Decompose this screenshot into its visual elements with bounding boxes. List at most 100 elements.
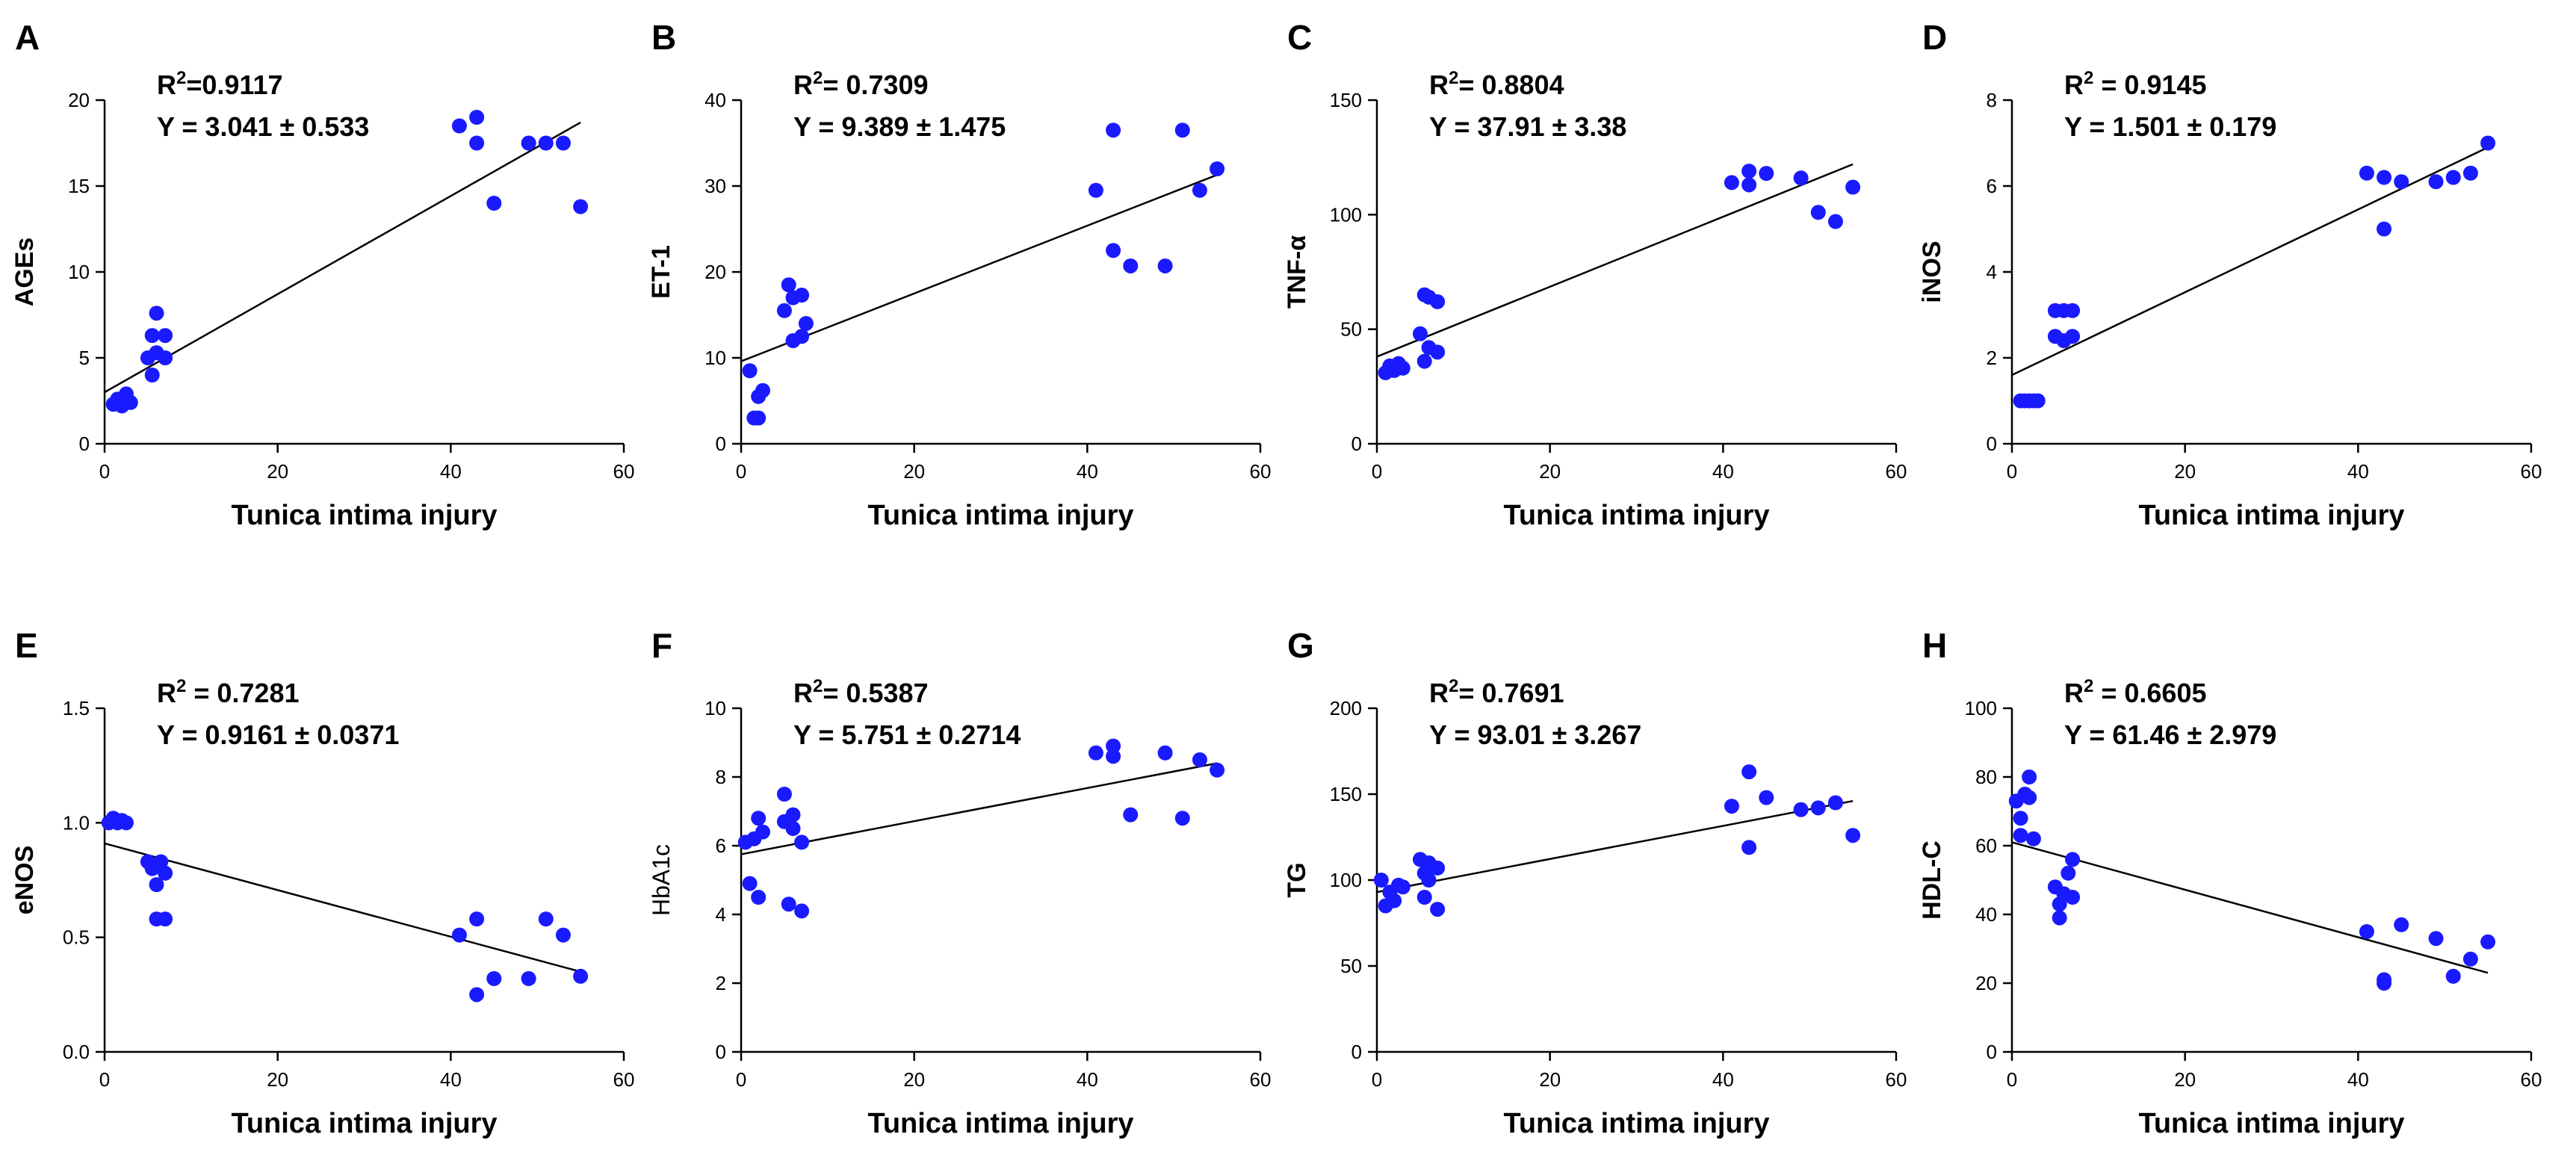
data-point <box>1810 205 1826 220</box>
x-axis-label: Tunica intima injury <box>867 1108 1133 1139</box>
data-point <box>158 350 173 365</box>
data-point <box>1793 170 1809 186</box>
chart-panel-h: H 0 20 40 60 0 20 40 60 80 100 Tunica intima injury… <box>1918 626 2542 1139</box>
data-point <box>2480 934 2496 950</box>
data-point <box>794 288 810 303</box>
data-point <box>149 306 164 321</box>
data-point <box>1210 762 1225 778</box>
data-point <box>2359 924 2374 939</box>
data-point <box>1123 258 1139 273</box>
data-point <box>781 277 796 293</box>
y-tick-label: 0.5 <box>63 926 90 949</box>
y-tick-label: 8 <box>716 766 726 788</box>
y-tick-label: 10 <box>705 697 726 719</box>
x-tick-label: 40 <box>2347 460 2369 483</box>
y-tick-label: 4 <box>716 903 726 926</box>
y-tick-label: 2 <box>716 972 726 994</box>
data-point <box>2013 828 2028 843</box>
panel-letter: G <box>1287 626 1314 665</box>
data-point <box>2462 951 2478 967</box>
x-tick-label: 0 <box>736 460 746 483</box>
data-point <box>751 890 767 905</box>
chart-panel-b: B 0 20 40 60 0 10 20 30 40 Tunica intima injury ET-… <box>647 18 1271 531</box>
y-tick-label: 8 <box>1987 89 1997 111</box>
equation-annotation: Y = 0.9161 ± 0.0371 <box>157 719 399 750</box>
y-tick-label: 0 <box>716 1041 726 1063</box>
data-point <box>1106 749 1121 764</box>
x-axis-label: Tunica intima injury <box>231 1108 497 1139</box>
data-point <box>555 135 571 151</box>
x-tick-label: 20 <box>267 1068 288 1091</box>
data-point <box>1387 893 1402 908</box>
data-point <box>521 135 536 151</box>
y-tick-label: 1.5 <box>63 697 90 719</box>
y-tick-label: 6 <box>1987 175 1997 197</box>
data-point <box>1106 243 1121 258</box>
chart-panel-f: F 0 20 40 60 0 2 4 6 8 10 Tunica intima injury HbA1c… <box>648 626 1271 1139</box>
r-squared-annotation: R2= 0.5387 <box>793 676 929 708</box>
x-axis-label: Tunica intima injury <box>867 500 1133 531</box>
equation-annotation: Y = 37.91 ± 3.38 <box>1429 111 1626 142</box>
x-axis-label: Tunica intima injury <box>231 500 497 531</box>
x-tick-label: 60 <box>613 1068 635 1091</box>
y-tick-label: 0 <box>1352 1041 1362 1063</box>
x-tick-label: 0 <box>736 1068 746 1091</box>
y-tick-label: 150 <box>1330 783 1362 805</box>
data-point <box>2065 890 2081 905</box>
panel-letter: B <box>651 18 676 57</box>
data-point <box>1421 873 1437 888</box>
y-tick-label: 0.0 <box>63 1041 90 1063</box>
data-point <box>794 903 810 919</box>
y-tick-label: 150 <box>1330 89 1362 111</box>
data-point <box>1845 179 1861 195</box>
x-tick-label: 40 <box>2347 1068 2369 1091</box>
x-tick-label: 0 <box>2007 460 2017 483</box>
data-point <box>1430 344 1446 360</box>
data-point <box>1106 738 1121 754</box>
x-tick-label: 60 <box>1250 1068 1272 1091</box>
chart-panel-d: D 0 20 40 60 0 2 4 6 8 Tunica intima injury iNOS R2 … <box>1918 18 2542 531</box>
data-point <box>2052 910 2067 926</box>
y-axis-label: AGEs <box>10 238 39 307</box>
y-tick-label: 50 <box>1340 955 1362 977</box>
panel-letter: A <box>15 18 40 57</box>
x-tick-label: 60 <box>2521 1068 2542 1091</box>
data-point <box>573 968 589 984</box>
data-point <box>153 854 169 870</box>
data-point <box>2394 917 2409 932</box>
data-point <box>158 865 173 881</box>
equation-annotation: Y = 9.389 ± 1.475 <box>793 111 1006 142</box>
data-point <box>1106 123 1121 138</box>
data-point <box>1417 890 1432 905</box>
data-point <box>1088 745 1103 761</box>
panel-letter: E <box>15 626 38 665</box>
data-point <box>1373 873 1389 888</box>
panel-letter: D <box>1922 18 1947 57</box>
data-point <box>2022 790 2037 805</box>
x-tick-label: 40 <box>1077 460 1098 483</box>
equation-annotation: Y = 93.01 ± 3.267 <box>1429 719 1641 750</box>
data-point <box>755 824 770 840</box>
data-point <box>785 821 801 836</box>
equation-annotation: Y = 5.751 ± 0.2714 <box>793 719 1021 750</box>
regression-line <box>2011 146 2489 377</box>
x-tick-label: 0 <box>99 460 110 483</box>
x-tick-label: 40 <box>440 460 462 483</box>
data-point <box>158 328 173 344</box>
y-tick-label: 40 <box>705 89 726 111</box>
data-point <box>573 199 589 214</box>
data-point <box>2377 972 2392 988</box>
data-point <box>555 927 571 943</box>
x-tick-label: 20 <box>1539 1068 1561 1091</box>
data-point <box>451 118 467 134</box>
panel-letter: C <box>1287 18 1312 57</box>
data-point <box>486 196 502 211</box>
data-point <box>798 316 814 331</box>
data-point <box>123 394 138 410</box>
equation-annotation: Y = 1.501 ± 0.179 <box>2064 111 2276 142</box>
data-point <box>2394 174 2409 190</box>
data-point <box>2462 165 2478 181</box>
x-tick-label: 0 <box>2007 1068 2017 1091</box>
data-point <box>1810 800 1826 816</box>
y-tick-label: 80 <box>1975 766 1997 788</box>
